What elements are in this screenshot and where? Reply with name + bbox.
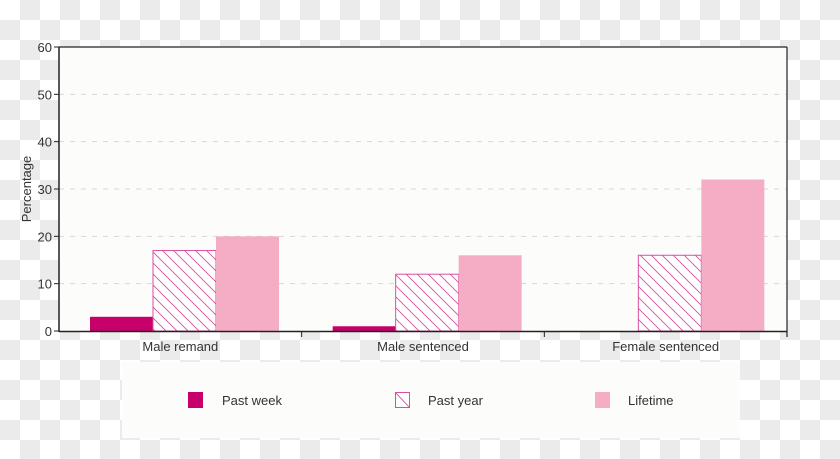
- legend: Past week Past year Lifetime: [122, 362, 740, 438]
- bar-lifetime: [458, 255, 522, 331]
- legend-item-past-week: Past week: [188, 392, 282, 408]
- bar-lifetime: [216, 236, 279, 331]
- y-tick-label: 10: [38, 277, 52, 292]
- x-axis-ticks: Male remand Male sentenced Female sentence…: [142, 331, 788, 354]
- bar-lifetime: [701, 179, 765, 331]
- past-year-swatch: [395, 392, 410, 408]
- y-axis-ticks: 0 10 20 30 40 50 60: [38, 40, 59, 339]
- bars: [90, 179, 765, 332]
- past-week-swatch: [188, 392, 203, 408]
- lifetime-swatch: [595, 392, 610, 408]
- x-tick-label: Female sentenced: [612, 339, 719, 354]
- legend-item-past-year: Past year: [395, 392, 483, 408]
- y-tick-label: 30: [38, 182, 52, 197]
- bar-past-week: [90, 316, 153, 331]
- bar-past-year: [152, 250, 217, 332]
- y-tick-label: 20: [38, 229, 52, 244]
- x-tick-label: Male remand: [142, 339, 218, 354]
- y-tick-label: 50: [38, 87, 52, 102]
- y-tick-label: 40: [38, 135, 52, 150]
- legend-label: Past week: [222, 392, 282, 408]
- legend-item-lifetime: Lifetime: [595, 392, 674, 408]
- legend-label: Past year: [428, 392, 483, 408]
- legend-label: Lifetime: [628, 392, 674, 408]
- bar-past-year: [637, 254, 702, 332]
- y-tick-label: 60: [38, 40, 52, 55]
- x-tick-label: Male sentenced: [377, 339, 469, 354]
- bar-past-year: [395, 273, 460, 332]
- y-tick-label: 0: [45, 324, 52, 339]
- y-axis-label: Percentage: [19, 156, 34, 223]
- bar-past-week: [332, 326, 396, 331]
